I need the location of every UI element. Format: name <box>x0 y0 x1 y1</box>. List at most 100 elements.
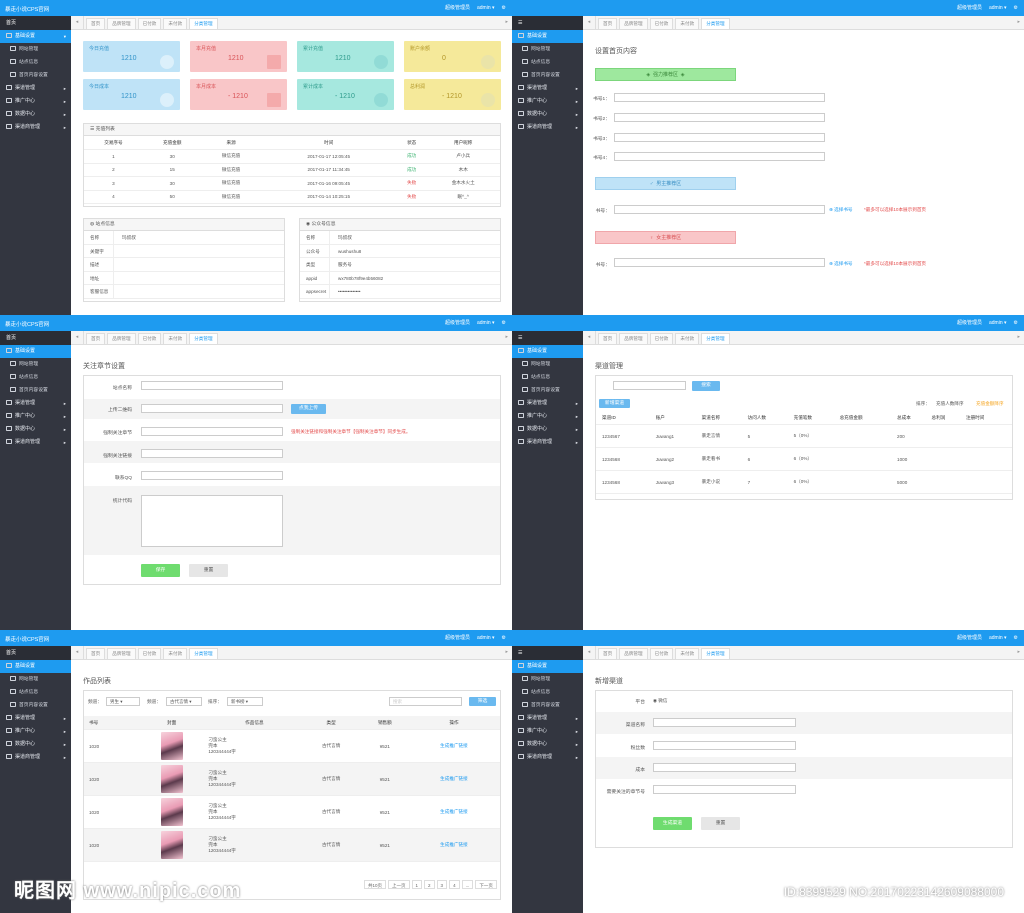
sidebar-item-dealer[interactable]: 渠道商管理 ▸ <box>0 121 71 134</box>
tabs-prev-icon[interactable]: ◂ <box>71 646 84 659</box>
sidebar-item-promo[interactable]: 推广中心 ▸ <box>0 725 71 738</box>
page-1[interactable]: 1 <box>411 880 423 889</box>
sidebar-section-basic[interactable]: 基础设置 <box>512 30 583 43</box>
chapter-input[interactable] <box>653 785 796 794</box>
tab-category[interactable]: 分类管理 <box>701 333 730 344</box>
sidebar-item-data[interactable]: 数据中心 ▸ <box>512 423 583 436</box>
tab-unpaid[interactable]: 未付款 <box>675 18 700 29</box>
book-id-input-2[interactable] <box>614 113 825 122</box>
generate-link-button[interactable]: 生成推广链接 <box>407 828 500 862</box>
admin-user-menu[interactable]: admin ▾ <box>476 634 495 641</box>
tabs-next-icon[interactable]: ▸ <box>1017 334 1020 340</box>
sidebar-section-basic[interactable]: 基础设置 <box>0 345 71 358</box>
tab-home[interactable]: 首页 <box>86 18 106 29</box>
sidebar-menu-toggle[interactable]: ☰ <box>512 646 583 660</box>
sidebar-item-data[interactable]: 数据中心 ▸ <box>0 423 71 436</box>
settings-icon[interactable]: ⚙ <box>1013 319 1018 326</box>
tab-paid[interactable]: 已付款 <box>137 648 162 659</box>
tab-category[interactable]: 分类管理 <box>189 648 218 659</box>
sidebar-item-promo[interactable]: 推广中心 ▸ <box>512 95 583 108</box>
filter-button[interactable]: 筛选 <box>469 697 496 706</box>
tabs-prev-icon[interactable]: ◂ <box>583 646 596 659</box>
page-3[interactable]: 3 <box>436 880 448 889</box>
channel-search-input[interactable] <box>613 381 686 390</box>
sidebar-menu-toggle[interactable]: ☰ <box>512 16 583 30</box>
tabs-next-icon[interactable]: ▸ <box>505 334 508 340</box>
tab-home[interactable]: 首页 <box>598 648 618 659</box>
sidebar-item-site-info[interactable]: 站点信息 <box>512 371 583 384</box>
sidebar-item-data[interactable]: 数据中心 ▸ <box>0 108 71 121</box>
tabs-prev-icon[interactable]: ◂ <box>583 331 596 344</box>
sidebar-item-channel[interactable]: 渠道管理 ▸ <box>512 712 583 725</box>
admin-user-menu[interactable]: admin ▾ <box>988 634 1007 641</box>
sidebar-section-basic[interactable]: 基础设置 <box>512 660 583 673</box>
sidebar-item-promo[interactable]: 推广中心 ▸ <box>512 725 583 738</box>
sort-select[interactable]: 新书榜 ▾ <box>227 697 263 706</box>
tabs-prev-icon[interactable]: ◂ <box>71 331 84 344</box>
female-book-input[interactable] <box>614 258 825 267</box>
sidebar-home[interactable]: 首页 <box>0 16 71 30</box>
admin-user-menu[interactable]: admin ▾ <box>476 4 495 11</box>
sidebar-item-data[interactable]: 数据中心 ▸ <box>512 108 583 121</box>
book-id-input-4[interactable] <box>614 152 825 161</box>
prev-page[interactable]: 上一页 <box>388 880 410 889</box>
create-channel-button[interactable]: 生成渠道 <box>653 817 692 830</box>
sidebar-section-basic[interactable]: 基础设置 ▾ <box>0 30 71 43</box>
tab-home[interactable]: 首页 <box>598 18 618 29</box>
sidebar-item-channel[interactable]: 渠道管理 ▸ <box>0 397 71 410</box>
tab-brand[interactable]: 品牌管理 <box>619 648 648 659</box>
tab-unpaid[interactable]: 未付款 <box>163 18 188 29</box>
tabs-prev-icon[interactable]: ◂ <box>583 16 596 29</box>
tabs-next-icon[interactable]: ▸ <box>505 649 508 655</box>
tab-paid[interactable]: 已付款 <box>137 333 162 344</box>
reset-button[interactable]: 重置 <box>701 817 740 830</box>
force-link-input[interactable] <box>141 449 283 458</box>
sidebar-home[interactable]: 首页 <box>0 646 71 660</box>
cost-input[interactable] <box>653 763 796 772</box>
sidebar-item-site-info[interactable]: 站点信息 <box>0 371 71 384</box>
sidebar-item-homepage[interactable]: 首页内容设置 <box>0 384 71 397</box>
reset-button[interactable]: 重置 <box>189 564 228 577</box>
sidebar-item-dealer[interactable]: 渠道商管理 ▸ <box>0 436 71 449</box>
book-id-input-3[interactable] <box>614 133 825 142</box>
tabs-next-icon[interactable]: ▸ <box>505 19 508 25</box>
site-name-input[interactable] <box>141 381 283 390</box>
choose-book-link[interactable]: ⊕ 选择书号 <box>829 261 853 266</box>
generate-link-button[interactable]: 生成推广链接 <box>407 762 500 796</box>
settings-icon[interactable]: ⚙ <box>1013 634 1018 641</box>
generate-link-button[interactable]: 生成推广链接 <box>407 795 500 829</box>
search-button[interactable]: 搜索 <box>692 381 720 391</box>
sidebar-item-homepage[interactable]: 首页内容设置 <box>512 384 583 397</box>
channel-name-input[interactable] <box>653 718 796 727</box>
sidebar-item-dealer[interactable]: 渠道商管理 ▸ <box>0 751 71 764</box>
tab-category[interactable]: 分类管理 <box>701 18 730 29</box>
generate-link-button[interactable]: 生成推广链接 <box>407 729 500 763</box>
sidebar-item-promo[interactable]: 推广中心 ▸ <box>512 410 583 423</box>
sidebar-item-site-info[interactable]: 站点信息 <box>0 686 71 699</box>
settings-icon[interactable]: ⚙ <box>501 319 506 326</box>
tab-paid[interactable]: 已付款 <box>649 18 674 29</box>
tab-paid[interactable]: 已付款 <box>649 648 674 659</box>
tab-home[interactable]: 首页 <box>86 333 106 344</box>
sidebar-item-site-manage[interactable]: 网站管理 <box>512 673 583 686</box>
save-button[interactable]: 保存 <box>141 564 180 577</box>
sidebar-item-channel[interactable]: 渠道管理 ▸ <box>512 82 583 95</box>
channel-select[interactable]: 男生 ▾ <box>106 697 140 706</box>
sidebar-home[interactable]: 首页 <box>0 331 71 345</box>
sidebar-item-channel[interactable]: 渠道管理 ▸ <box>0 82 71 95</box>
upload-button[interactable]: 点我上传 <box>291 404 326 414</box>
sidebar-item-channel[interactable]: 渠道管理 ▸ <box>0 712 71 725</box>
settings-icon[interactable]: ⚙ <box>501 4 506 11</box>
choose-book-link[interactable]: ⊕ 选择书号 <box>829 207 853 212</box>
sidebar-item-channel[interactable]: 渠道管理 ▸ <box>512 397 583 410</box>
tabs-next-icon[interactable]: ▸ <box>1017 649 1020 655</box>
sidebar-item-site-manage[interactable]: 网站管理 <box>0 673 71 686</box>
add-channel-button[interactable]: 新增渠道 <box>599 399 630 408</box>
tab-brand[interactable]: 品牌管理 <box>107 18 136 29</box>
admin-user-menu[interactable]: admin ▾ <box>988 319 1007 326</box>
tab-category[interactable]: 分类管理 <box>189 333 218 344</box>
sidebar-item-dealer[interactable]: 渠道商管理 ▸ <box>512 751 583 764</box>
sidebar-item-data[interactable]: 数据中心 ▸ <box>0 738 71 751</box>
sidebar-item-homepage[interactable]: 首页内容设置 <box>0 699 71 712</box>
sidebar-item-homepage[interactable]: 首页内容设置 <box>512 69 583 82</box>
